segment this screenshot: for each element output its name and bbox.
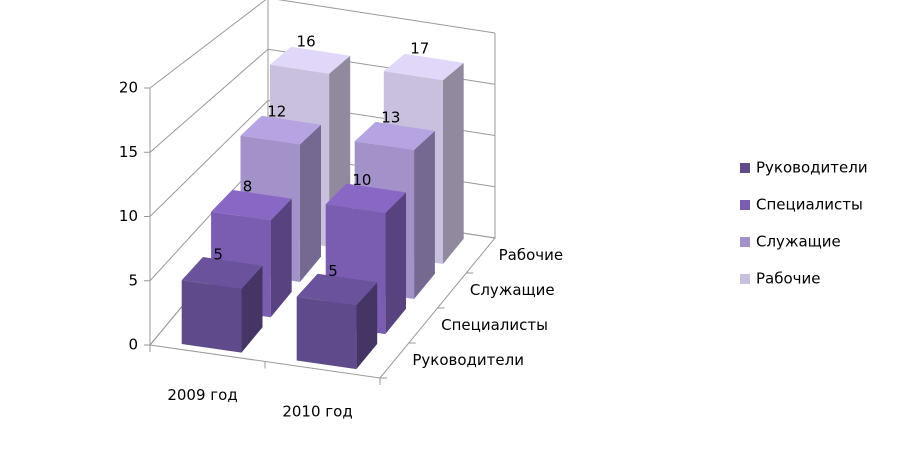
legend-label: Руководители bbox=[756, 159, 868, 177]
legend-swatch bbox=[740, 237, 750, 247]
bar-top bbox=[269, 46, 351, 74]
legend-label: Рабочие bbox=[756, 270, 821, 288]
bar-top bbox=[383, 53, 464, 81]
bar-front bbox=[181, 280, 242, 353]
grid-line bbox=[149, 100, 269, 217]
value-label: 8 bbox=[243, 178, 253, 196]
y-tick-label: 10 bbox=[119, 207, 138, 225]
value-label: 12 bbox=[267, 103, 286, 121]
y-tick-label: 15 bbox=[119, 143, 138, 161]
y-tick-label: 0 bbox=[128, 336, 138, 354]
bar-side bbox=[414, 130, 435, 299]
x-tick-label: 2010 год bbox=[282, 402, 352, 420]
bar-side bbox=[356, 282, 378, 370]
bar-side bbox=[270, 198, 292, 318]
z-tick-label: Специалисты bbox=[441, 316, 548, 334]
bar-side bbox=[299, 124, 321, 282]
grid-line bbox=[149, 0, 267, 89]
value-label: 5 bbox=[213, 245, 223, 263]
y-tick-label: 5 bbox=[128, 271, 138, 289]
bar-top bbox=[354, 121, 435, 150]
legend-swatch bbox=[740, 200, 750, 210]
legend-label: Служащие bbox=[756, 233, 841, 251]
bar-front bbox=[296, 296, 357, 370]
z-tick-label: Руководители bbox=[412, 351, 524, 369]
legend-swatch bbox=[740, 163, 750, 173]
bar-top bbox=[181, 257, 263, 289]
value-label: 16 bbox=[297, 33, 316, 51]
bar bbox=[296, 273, 378, 370]
grid-line bbox=[149, 48, 269, 153]
y-tick-label: 20 bbox=[119, 79, 138, 97]
grid-line bbox=[277, 0, 496, 34]
value-label: 13 bbox=[381, 109, 400, 127]
bar-top bbox=[240, 115, 321, 145]
z-tick-label: Рабочие bbox=[499, 246, 564, 264]
value-label: 5 bbox=[328, 262, 338, 280]
legend-label: Специалисты bbox=[756, 196, 863, 214]
z-tick-label: Служащие bbox=[470, 281, 555, 299]
bar-side bbox=[443, 62, 464, 265]
bar-top bbox=[325, 183, 406, 213]
value-label: 17 bbox=[410, 40, 429, 58]
bar-top bbox=[296, 273, 378, 306]
bar-top bbox=[211, 189, 292, 221]
bar-side bbox=[385, 192, 406, 335]
x-tick-label: 2009 год bbox=[167, 386, 237, 404]
value-label: 10 bbox=[352, 171, 371, 189]
bar-side bbox=[241, 265, 263, 353]
legend-swatch bbox=[740, 274, 750, 284]
bar bbox=[181, 257, 263, 353]
